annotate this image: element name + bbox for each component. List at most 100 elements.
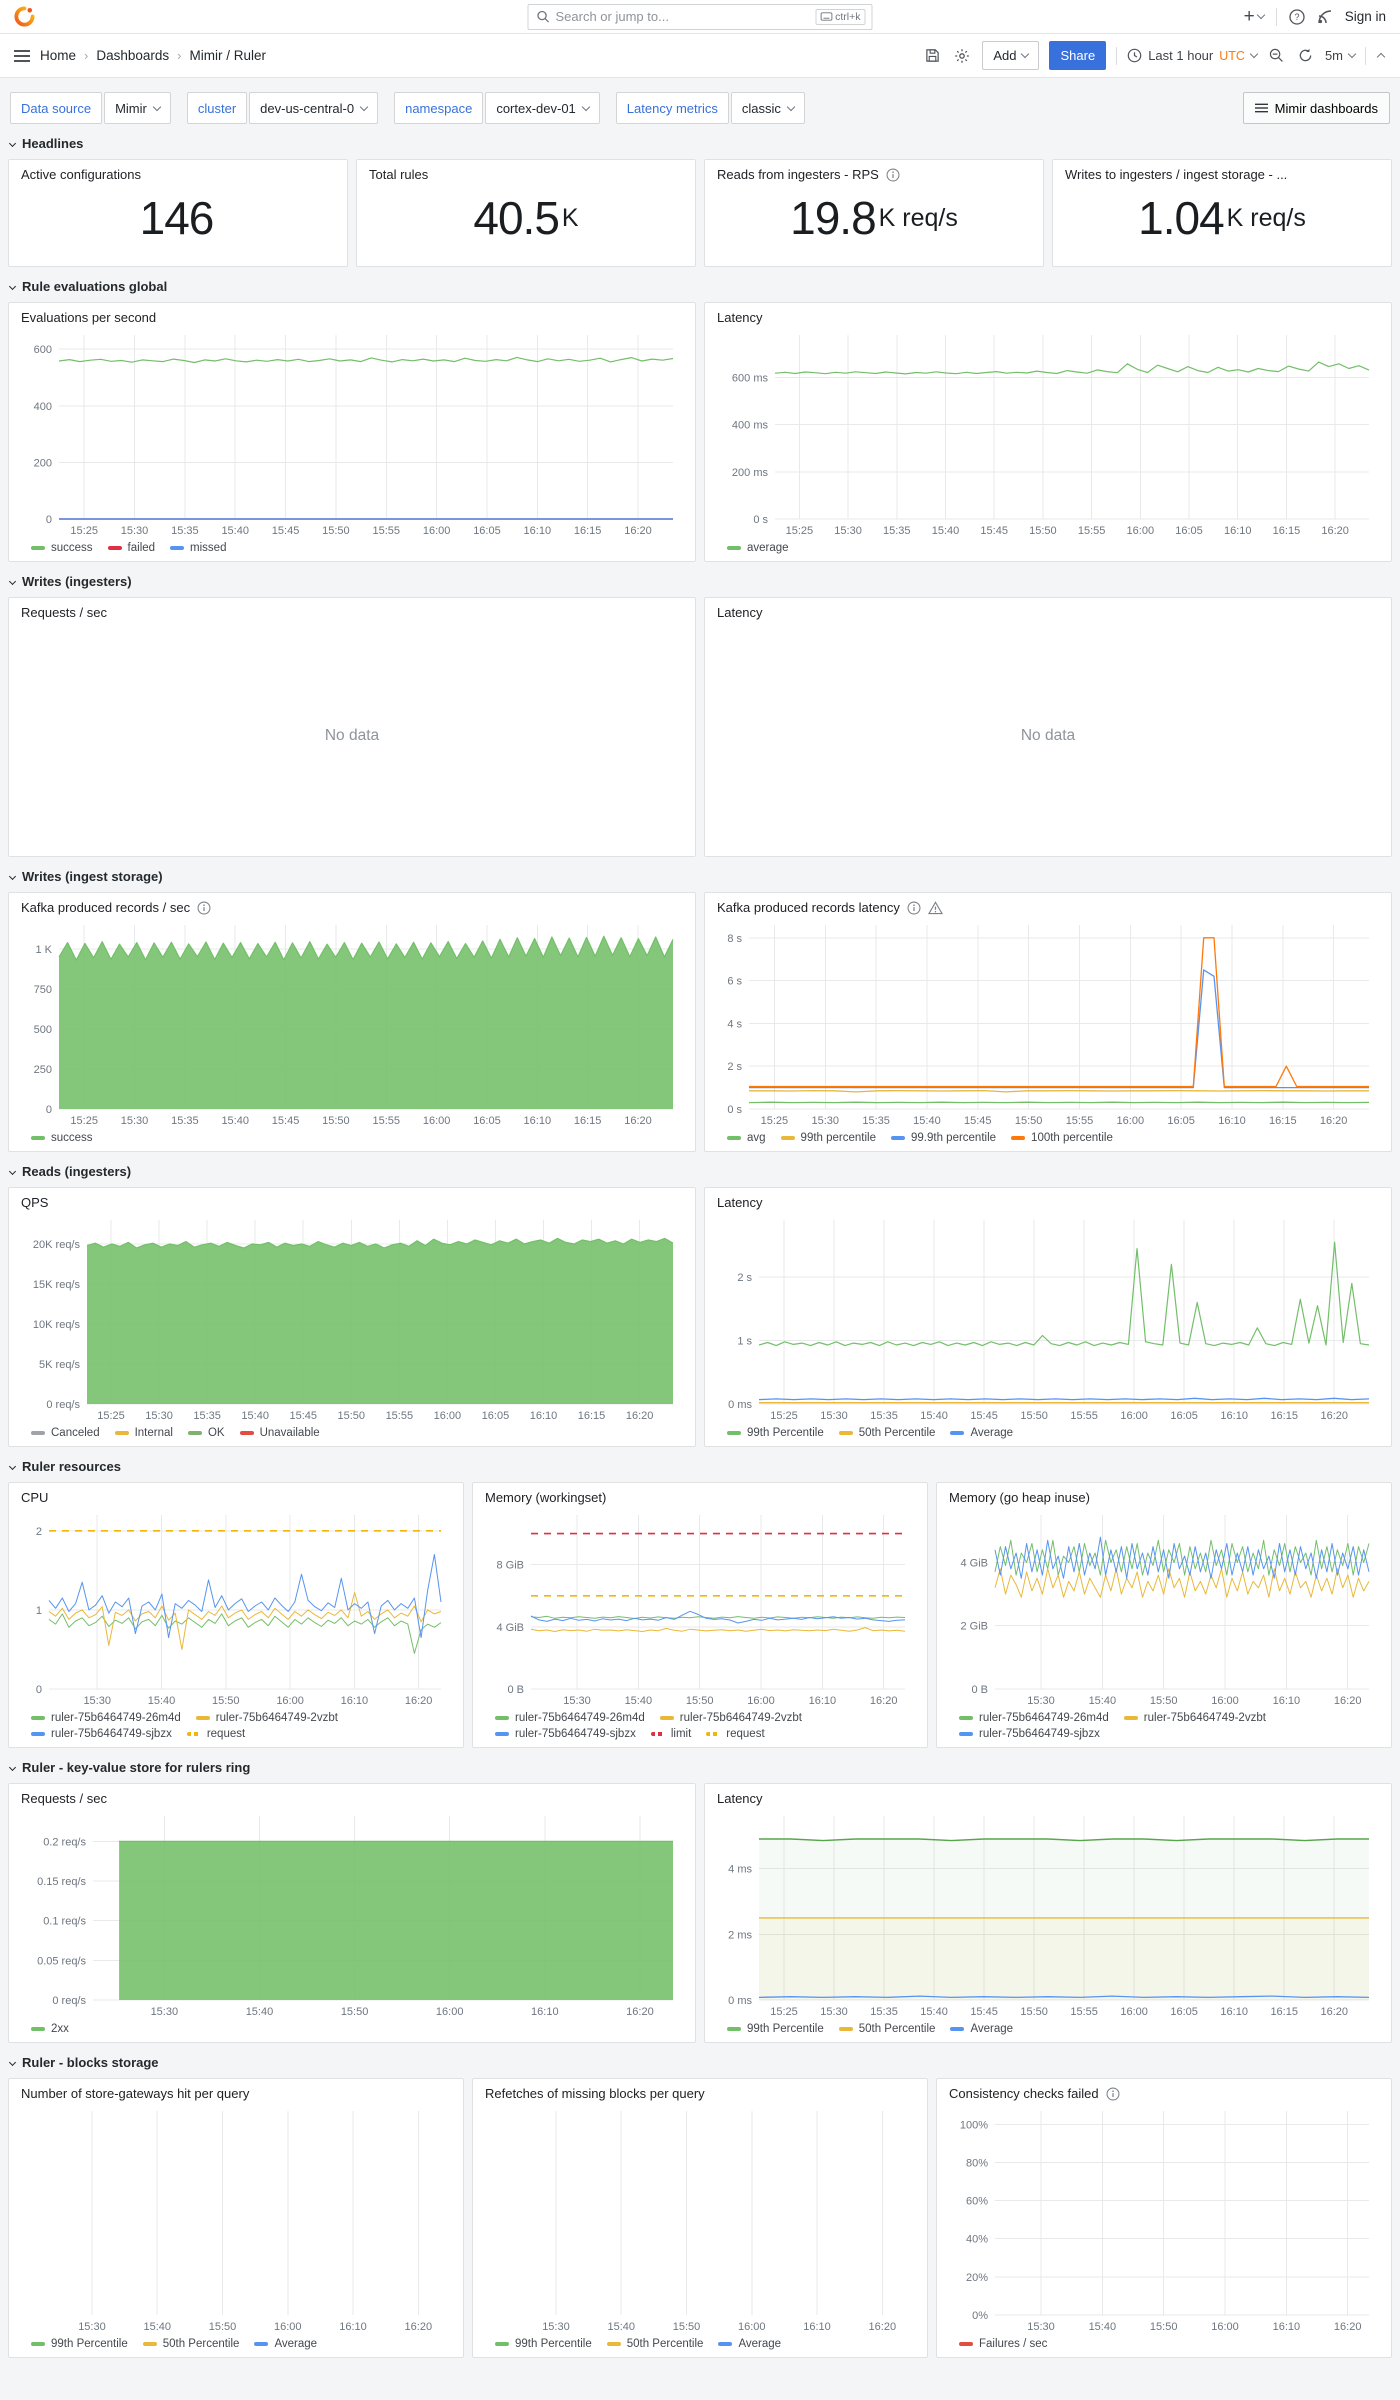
panel-title[interactable]: Memory (go heap inuse) (949, 1490, 1090, 1505)
legend-item[interactable]: 99th Percentile (31, 2338, 128, 2350)
panel-title[interactable]: Requests / sec (21, 1791, 107, 1806)
section-headlines[interactable]: Headlines (8, 136, 1390, 151)
legend-item[interactable]: 99th Percentile (727, 1427, 824, 1439)
refresh-interval-picker[interactable]: 5m (1325, 48, 1357, 63)
legend-item[interactable]: ruler-75b6464749-2vzbt (659, 1712, 802, 1724)
legend-item[interactable]: request (706, 1728, 765, 1740)
variable-value-dropdown[interactable]: dev-us-central-0 (249, 92, 379, 124)
section-ruler-kv-store[interactable]: Ruler - key-value store for rulers ring (8, 1760, 1390, 1775)
legend-item[interactable]: ruler-75b6464749-sjbzx (31, 1728, 172, 1740)
legend-item[interactable]: 100th percentile (1011, 1132, 1113, 1144)
panel-title[interactable]: CPU (21, 1490, 49, 1505)
legend-item[interactable]: Average (950, 2023, 1013, 2035)
panel-title[interactable]: Reads from ingesters - RPS (717, 167, 1031, 182)
panel-title[interactable]: Latency (717, 1195, 763, 1210)
panel-title[interactable]: Total rules (369, 167, 429, 182)
legend-item[interactable]: 2xx (31, 2023, 69, 2035)
legend-item[interactable]: 99th Percentile (495, 2338, 592, 2350)
section-reads-ingesters[interactable]: Reads (ingesters) (8, 1164, 1390, 1179)
refresh-icon[interactable] (1296, 46, 1315, 65)
section-writes-ingesters[interactable]: Writes (ingesters) (8, 574, 1390, 589)
section-ruler-resources[interactable]: Ruler resources (8, 1459, 1390, 1474)
panel-title[interactable]: Kafka produced records latency (717, 900, 1379, 915)
legend-item[interactable]: ruler-75b6464749-sjbzx (959, 1728, 1100, 1740)
search-input[interactable]: Search or jump to... ctrl+k (527, 3, 873, 30)
legend-item[interactable]: OK (187, 1427, 225, 1439)
chart-memory-workingset[interactable]: 15:30 15:40 15:50 16:00 16:10 16:20 0 B 4 GiB 8 … (485, 1507, 915, 1709)
panel-title[interactable]: Latency (717, 310, 763, 325)
add-button[interactable]: Add (982, 41, 1040, 70)
variable-value-dropdown[interactable]: Mimir (104, 92, 171, 124)
breadcrumb-home[interactable]: Home (40, 48, 77, 63)
legend-item[interactable]: ruler-75b6464749-sjbzx (495, 1728, 636, 1740)
legend-item[interactable]: 50th Percentile (838, 2023, 935, 2035)
legend-item[interactable]: Average (254, 2338, 317, 2350)
panel-title[interactable]: Consistency checks failed (949, 2086, 1379, 2101)
legend-item[interactable]: ruler-75b6464749-2vzbt (1123, 1712, 1266, 1724)
panel-title[interactable]: Number of store-gateways hit per query (21, 2086, 250, 2101)
chart-cpu[interactable]: 15:30 15:40 15:50 16:00 16:10 16:20 0 1 2 (21, 1507, 451, 1709)
chart-kv-requests[interactable]: 15:30 15:40 15:50 16:00 16:10 16:20 0 req/s 0.0… (21, 1808, 683, 2020)
section-ruler-blocks-storage[interactable]: Ruler - blocks storage (8, 2055, 1390, 2070)
chart-consistency-checks-failed[interactable]: 15:30 15:40 15:50 16:00 16:10 16:20 0% 20% 40% 60… (949, 2103, 1379, 2335)
legend-item[interactable]: 99th Percentile (727, 2023, 824, 2035)
chart-kv-latency[interactable]: 15:25 15:30 15:35 15:40 15:45 15:50 15:55 16:00… (717, 1808, 1379, 2020)
legend-item[interactable]: ruler-75b6464749-2vzbt (195, 1712, 338, 1724)
legend-item[interactable]: ruler-75b6464749-26m4d (31, 1712, 181, 1724)
chart-rule-eval-latency[interactable]: 15:25 15:30 15:35 15:40 15:45 15:50 15:55 16:00… (717, 327, 1379, 539)
sign-in-button[interactable]: Sign in (1344, 9, 1386, 24)
add-new-button[interactable]: + (1244, 7, 1265, 26)
save-dashboard-icon[interactable] (923, 46, 942, 65)
mimir-dashboards-button[interactable]: Mimir dashboards (1242, 92, 1390, 124)
chart-reads-latency[interactable]: 15:25 15:30 15:35 15:40 15:45 15:50 15:55 16:00… (717, 1212, 1379, 1424)
variable-value-dropdown[interactable]: classic (730, 92, 805, 124)
legend-item[interactable]: success (31, 542, 93, 554)
section-writes-ingest-storage[interactable]: Writes (ingest storage) (8, 869, 1390, 884)
legend-item[interactable]: request (186, 1728, 245, 1740)
legend-item[interactable]: Canceled (31, 1427, 100, 1439)
legend-item[interactable]: ruler-75b6464749-26m4d (959, 1712, 1109, 1724)
chart-memory-go-heap[interactable]: 15:30 15:40 15:50 16:00 16:10 16:20 0 B 2 GiB 4 … (949, 1507, 1379, 1709)
legend-item[interactable]: missed (170, 542, 226, 554)
panel-title[interactable]: Requests / sec (21, 605, 107, 620)
panel-title[interactable]: Kafka produced records / sec (21, 900, 683, 915)
legend-item[interactable]: Failures / sec (959, 2338, 1047, 2350)
chart-evaluations-per-second[interactable]: 15:25 15:30 15:35 15:40 15:45 15:50 15:55 16:00… (21, 327, 683, 539)
legend-item[interactable]: Unavailable (239, 1427, 320, 1439)
panel-title[interactable]: Evaluations per second (21, 310, 157, 325)
panel-title[interactable]: Active configurations (21, 167, 141, 182)
chart-store-gateways-hit[interactable]: 15:30 15:40 15:50 16:00 16:10 16:20 (21, 2103, 451, 2335)
variable-value-dropdown[interactable]: cortex-dev-01 (485, 92, 600, 124)
legend-item[interactable]: ruler-75b6464749-26m4d (495, 1712, 645, 1724)
chart-kafka-produced-records[interactable]: 15:25 15:30 15:35 15:40 15:45 15:50 15:55 16:00… (21, 917, 683, 1129)
help-icon[interactable]: ? (1289, 8, 1305, 25)
legend-item[interactable]: failed (107, 542, 155, 554)
panel-title[interactable]: Latency (717, 605, 763, 620)
legend-item[interactable]: average (727, 542, 789, 554)
legend-item[interactable]: 99th percentile (780, 1132, 876, 1144)
chart-kafka-produced-latency[interactable]: 15:25 15:30 15:35 15:40 15:45 15:50 15:55 16:00… (717, 917, 1379, 1129)
legend-item[interactable]: 99.9th percentile (891, 1132, 996, 1144)
zoom-out-icon[interactable] (1267, 46, 1286, 65)
grafana-logo[interactable] (14, 6, 35, 27)
legend-item[interactable]: Average (718, 2338, 781, 2350)
settings-gear-icon[interactable] (952, 46, 972, 66)
menu-icon[interactable] (14, 49, 30, 62)
legend-item[interactable]: 50th Percentile (142, 2338, 239, 2350)
chart-qps[interactable]: 15:25 15:30 15:35 15:40 15:45 15:50 15:55 16:00… (21, 1212, 683, 1424)
kiosk-mode-icon[interactable] (1376, 49, 1386, 62)
legend-item[interactable]: Average (950, 1427, 1013, 1439)
chart-refetches-missing-blocks[interactable]: 15:30 15:40 15:50 16:00 16:10 16:20 (485, 2103, 915, 2335)
section-rule-evaluations-global[interactable]: Rule evaluations global (8, 279, 1390, 294)
panel-title[interactable]: QPS (21, 1195, 49, 1210)
panel-title[interactable]: Writes to ingesters / ingest storage - .… (1065, 167, 1288, 182)
breadcrumb-dashboards[interactable]: Dashboards (96, 48, 170, 63)
panel-title[interactable]: Latency (717, 1791, 763, 1806)
legend-item[interactable]: 50th Percentile (606, 2338, 703, 2350)
legend-item[interactable]: 50th Percentile (838, 1427, 935, 1439)
share-button[interactable]: Share (1049, 41, 1107, 70)
time-range-picker[interactable]: Last 1 hour UTC (1127, 48, 1259, 63)
legend-item[interactable]: avg (727, 1132, 766, 1144)
news-icon[interactable] (1317, 9, 1333, 25)
legend-item[interactable]: Internal (114, 1427, 173, 1439)
